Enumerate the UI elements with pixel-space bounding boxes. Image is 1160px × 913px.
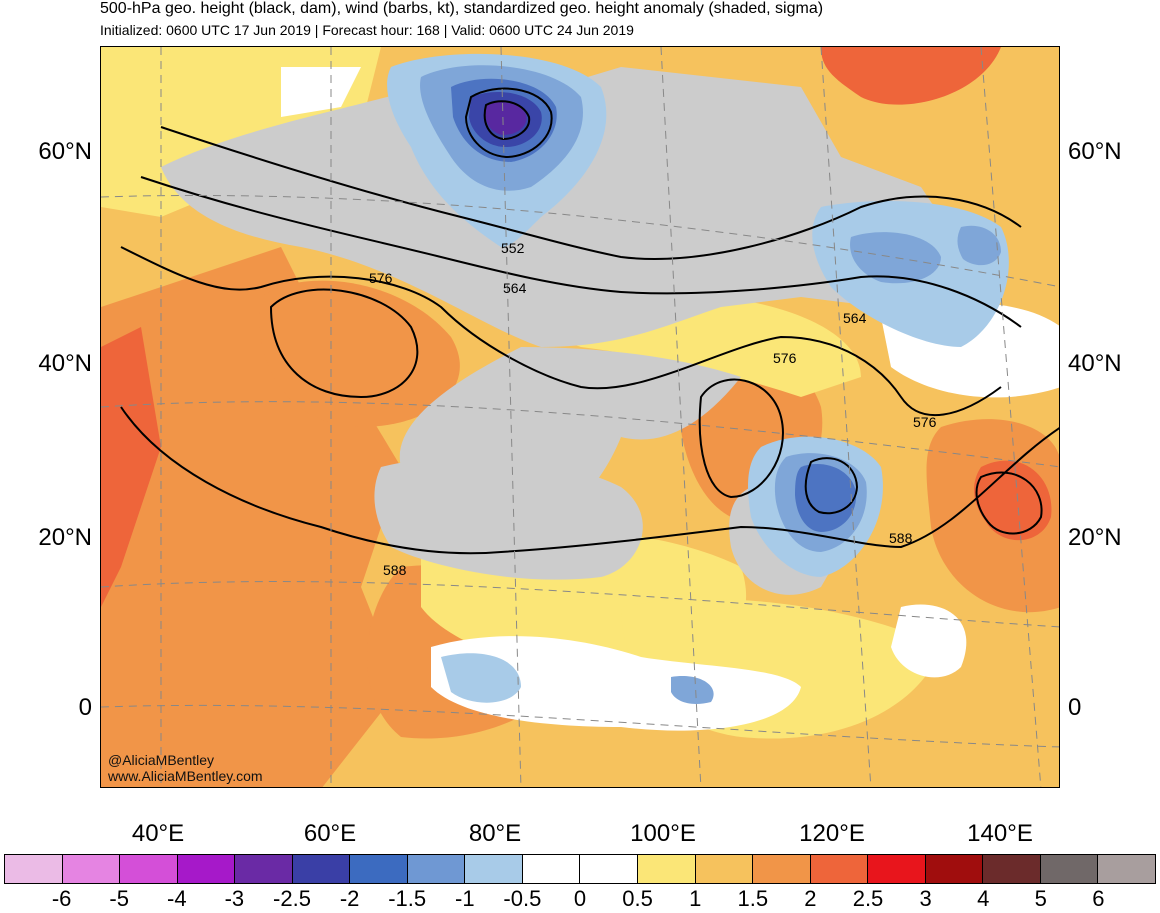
contour-china-closed: [698, 378, 784, 499]
lon-label-140e: 140°E: [967, 820, 1033, 847]
colorbar-label: -0.5: [503, 886, 542, 911]
colorbar-label: -3: [224, 886, 245, 911]
colorbar-label: -5: [109, 886, 129, 911]
anomaly-north-pacific: [821, 47, 1001, 105]
colorbar-label: -6: [51, 886, 72, 911]
colorbar-label: 2: [804, 886, 817, 911]
colorbar-box: [638, 855, 696, 883]
contour-low-siberia-inner: [483, 100, 531, 141]
contour-caspian-closed: [269, 288, 419, 399]
lon-label-80e: 80°E: [468, 820, 522, 847]
colorbar-label: 4: [977, 886, 990, 911]
anomaly-neg-eastchina-15: [795, 464, 857, 532]
colorbar-box: [235, 855, 293, 883]
anomaly-neutral-asia: [374, 456, 643, 580]
colorbar-box: [1098, 855, 1155, 883]
colorbar-box: [868, 855, 926, 883]
contour-label-576-china: 576: [773, 350, 797, 366]
colorbar-label: 1: [689, 886, 702, 911]
forecast-map: 552 564 576 576 564 576 588 588: [100, 46, 1060, 788]
contour-eastchina-low: [804, 457, 859, 515]
anomaly-neg-bengal-10: [671, 676, 714, 704]
contour-label-576-west: 576: [369, 270, 393, 286]
anomaly-neg-kamchatka-10: [957, 225, 1001, 266]
anomaly-neutral-north: [161, 67, 961, 347]
lat-label-0-right: 0: [1068, 694, 1082, 721]
contour-label-552: 552: [501, 240, 525, 256]
lat-label-20n-right: 20°N: [1068, 524, 1122, 551]
contour-labels: 552 564 576 576 564 576 588 588: [369, 240, 937, 578]
colorbar-box: [177, 855, 236, 883]
contour-low-siberia: [464, 87, 553, 159]
colorbar-label: -1: [455, 886, 475, 911]
colorbar-label: -2.5: [273, 886, 311, 911]
credit-url: www.AliciaMBentley.com: [108, 768, 263, 784]
anomaly-pacific-core: [974, 460, 1052, 541]
colorbar: [4, 854, 1156, 884]
colorbar-box: [753, 855, 811, 883]
lat-label-20n-left: 20°N: [38, 524, 92, 551]
contour-label-588-west: 588: [383, 562, 407, 578]
colorbar-box: [120, 855, 178, 883]
colorbar-label: 6: [1092, 886, 1105, 911]
contour-label-576-east: 576: [913, 414, 937, 430]
anomaly-white-north: [281, 67, 361, 117]
colorbar-box: [407, 855, 466, 883]
map-subtitle: Initialized: 0600 UTC 17 Jun 2019 | Fore…: [100, 22, 634, 38]
contour-564: [140, 176, 1022, 328]
colorbar-box: [695, 855, 754, 883]
lat-label-0-left: 0: [78, 694, 92, 721]
colorbar-label: 5: [1034, 886, 1047, 911]
colorbar-label: -4: [167, 886, 187, 911]
colorbar-label: -2: [339, 886, 360, 911]
colorbar-box: [810, 855, 869, 883]
map-canvas: 552 564 576 576 564 576 588 588: [101, 47, 1059, 787]
contour-label-564-west: 564: [503, 280, 527, 296]
anomaly-white-tropics: [431, 636, 801, 731]
colorbar-box: [465, 855, 523, 883]
lon-label-60e: 60°E: [303, 820, 357, 847]
anomaly-neg-siberia-25: [485, 102, 527, 135]
colorbar-label: 0: [573, 886, 587, 911]
anomaly-white-pacific: [891, 604, 967, 678]
lon-label-120e: 120°E: [799, 820, 865, 847]
anomaly-caspian-high: [259, 280, 460, 427]
colorbar-box: [580, 855, 639, 883]
colorbar-box: [292, 855, 351, 883]
lat-label-40n-right: 40°N: [1068, 350, 1122, 377]
graticule: [101, 47, 1059, 787]
map-title: 500-hPa geo. height (black, dam), wind (…: [100, 0, 824, 17]
lat-label-60n-right: 60°N: [1068, 138, 1122, 165]
lon-label-40e: 40°E: [131, 820, 185, 847]
contour-label-588-east: 588: [889, 530, 913, 546]
anomaly-neg-india-05: [441, 653, 521, 703]
contour-588: [120, 406, 1059, 555]
credit-handle: @AliciaMBentley: [108, 752, 215, 768]
colorbar-box: [5, 855, 63, 883]
colorbar-box: [983, 855, 1041, 883]
colorbar-box: [62, 855, 121, 883]
lon-label-100e: 100°E: [630, 820, 696, 847]
colorbar-label: 2.5: [852, 886, 884, 911]
colorbar-box: [522, 855, 581, 883]
lat-label-40n-left: 40°N: [38, 350, 92, 377]
anomaly-neg-okhotsk-10: [850, 232, 941, 284]
colorbar-box: [925, 855, 984, 883]
contour-576: [120, 246, 1002, 417]
colorbar-label: 0.5: [622, 886, 653, 911]
colorbar-box: [350, 855, 408, 883]
contour-552: [160, 126, 1022, 260]
colorbar-label: -1.5: [388, 886, 427, 911]
contour-label-564-east: 564: [843, 310, 867, 326]
colorbar-label: 1.5: [737, 886, 769, 911]
anomaly-west-strong: [101, 327, 161, 607]
colorbar-box: [1040, 855, 1099, 883]
lat-label-60n-left: 60°N: [38, 138, 92, 165]
colorbar-label: 3: [919, 886, 932, 911]
contour-pacific-closed: [975, 471, 1043, 535]
